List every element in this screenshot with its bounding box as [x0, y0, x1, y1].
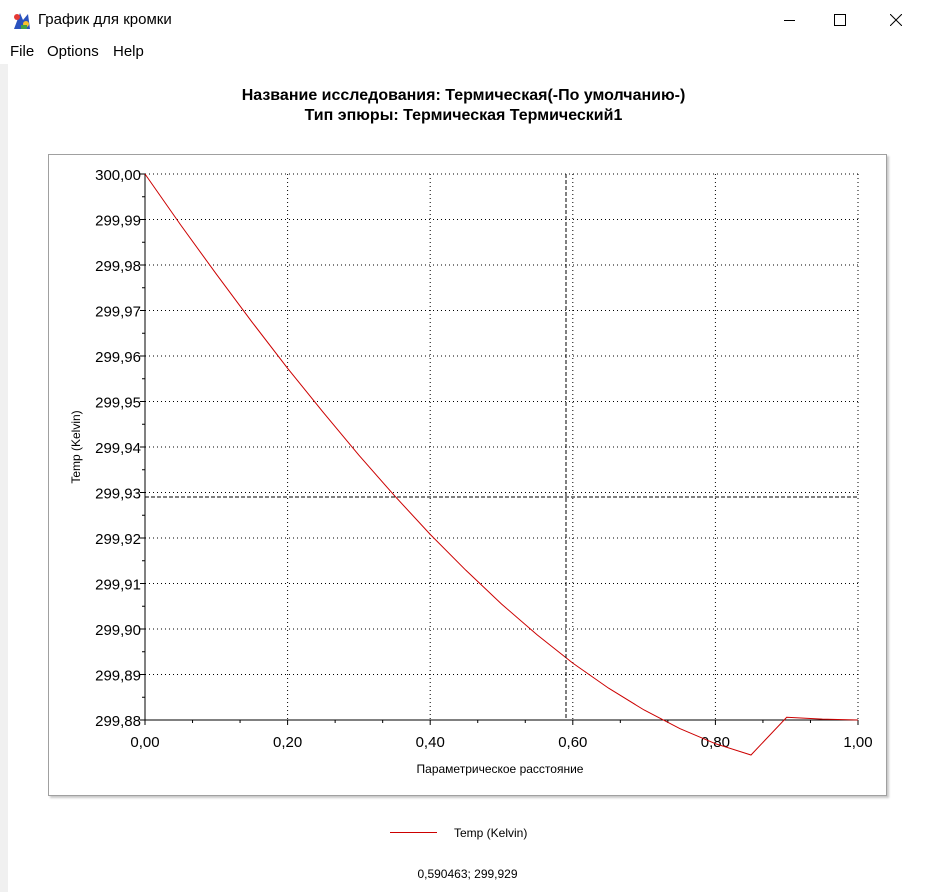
- y-tick-label: 300,00: [95, 167, 141, 184]
- y-tick-label: 299,88: [95, 713, 141, 730]
- y-tick-label: 299,95: [95, 395, 141, 412]
- y-tick-label: 299,97: [95, 304, 141, 321]
- menu-bar: File Options Help: [0, 40, 927, 64]
- minimize-icon: [784, 20, 795, 21]
- y-tick-label: 299,89: [95, 668, 141, 685]
- y-tick-label: 299,90: [95, 622, 141, 639]
- plot-type-title: Тип эпюры: Термическая Термический1: [304, 107, 623, 124]
- window-title: График для кромки: [38, 11, 172, 28]
- y-tick-label: 299,91: [95, 577, 141, 594]
- window-left-edge: [0, 64, 8, 892]
- x-tick-label: 1,00: [843, 734, 872, 751]
- x-tick-label: 0,80: [701, 734, 730, 751]
- y-tick-label: 299,94: [95, 440, 141, 457]
- maximize-button[interactable]: [817, 0, 863, 40]
- x-tick-label: 0,40: [416, 734, 445, 751]
- cursor-readout: 0,590463; 299,929: [417, 867, 518, 881]
- y-tick-label: 299,99: [95, 213, 141, 230]
- close-button[interactable]: [873, 0, 919, 40]
- y-tick-label: 299,92: [95, 531, 141, 548]
- y-tick-label: 299,96: [95, 349, 141, 366]
- x-axis-label: Параметрическое расстояние: [417, 762, 584, 776]
- study-name-title: Название исследования: Термическая(-По у…: [241, 87, 686, 104]
- x-tick-label: 0,20: [273, 734, 302, 751]
- close-icon: [890, 14, 902, 26]
- x-tick-label: 0,00: [130, 734, 159, 751]
- legend-swatch: [390, 832, 437, 833]
- x-tick-label: 0,60: [558, 734, 587, 751]
- maximize-icon: [834, 14, 846, 26]
- plot-frame: [48, 154, 887, 796]
- y-tick-label: 299,98: [95, 258, 141, 275]
- menu-options[interactable]: Options: [47, 43, 99, 60]
- y-tick-label: 299,93: [95, 486, 141, 503]
- title-bar: График для кромки: [0, 0, 927, 40]
- minimize-button[interactable]: [767, 0, 813, 40]
- palette-chart-icon: [14, 13, 30, 29]
- menu-help[interactable]: Help: [113, 43, 144, 60]
- menu-file[interactable]: File: [10, 43, 35, 60]
- y-axis-label: Temp (Kelvin): [69, 410, 83, 483]
- legend-label: Temp (Kelvin): [454, 826, 528, 840]
- temp-series-line: [144, 173, 859, 756]
